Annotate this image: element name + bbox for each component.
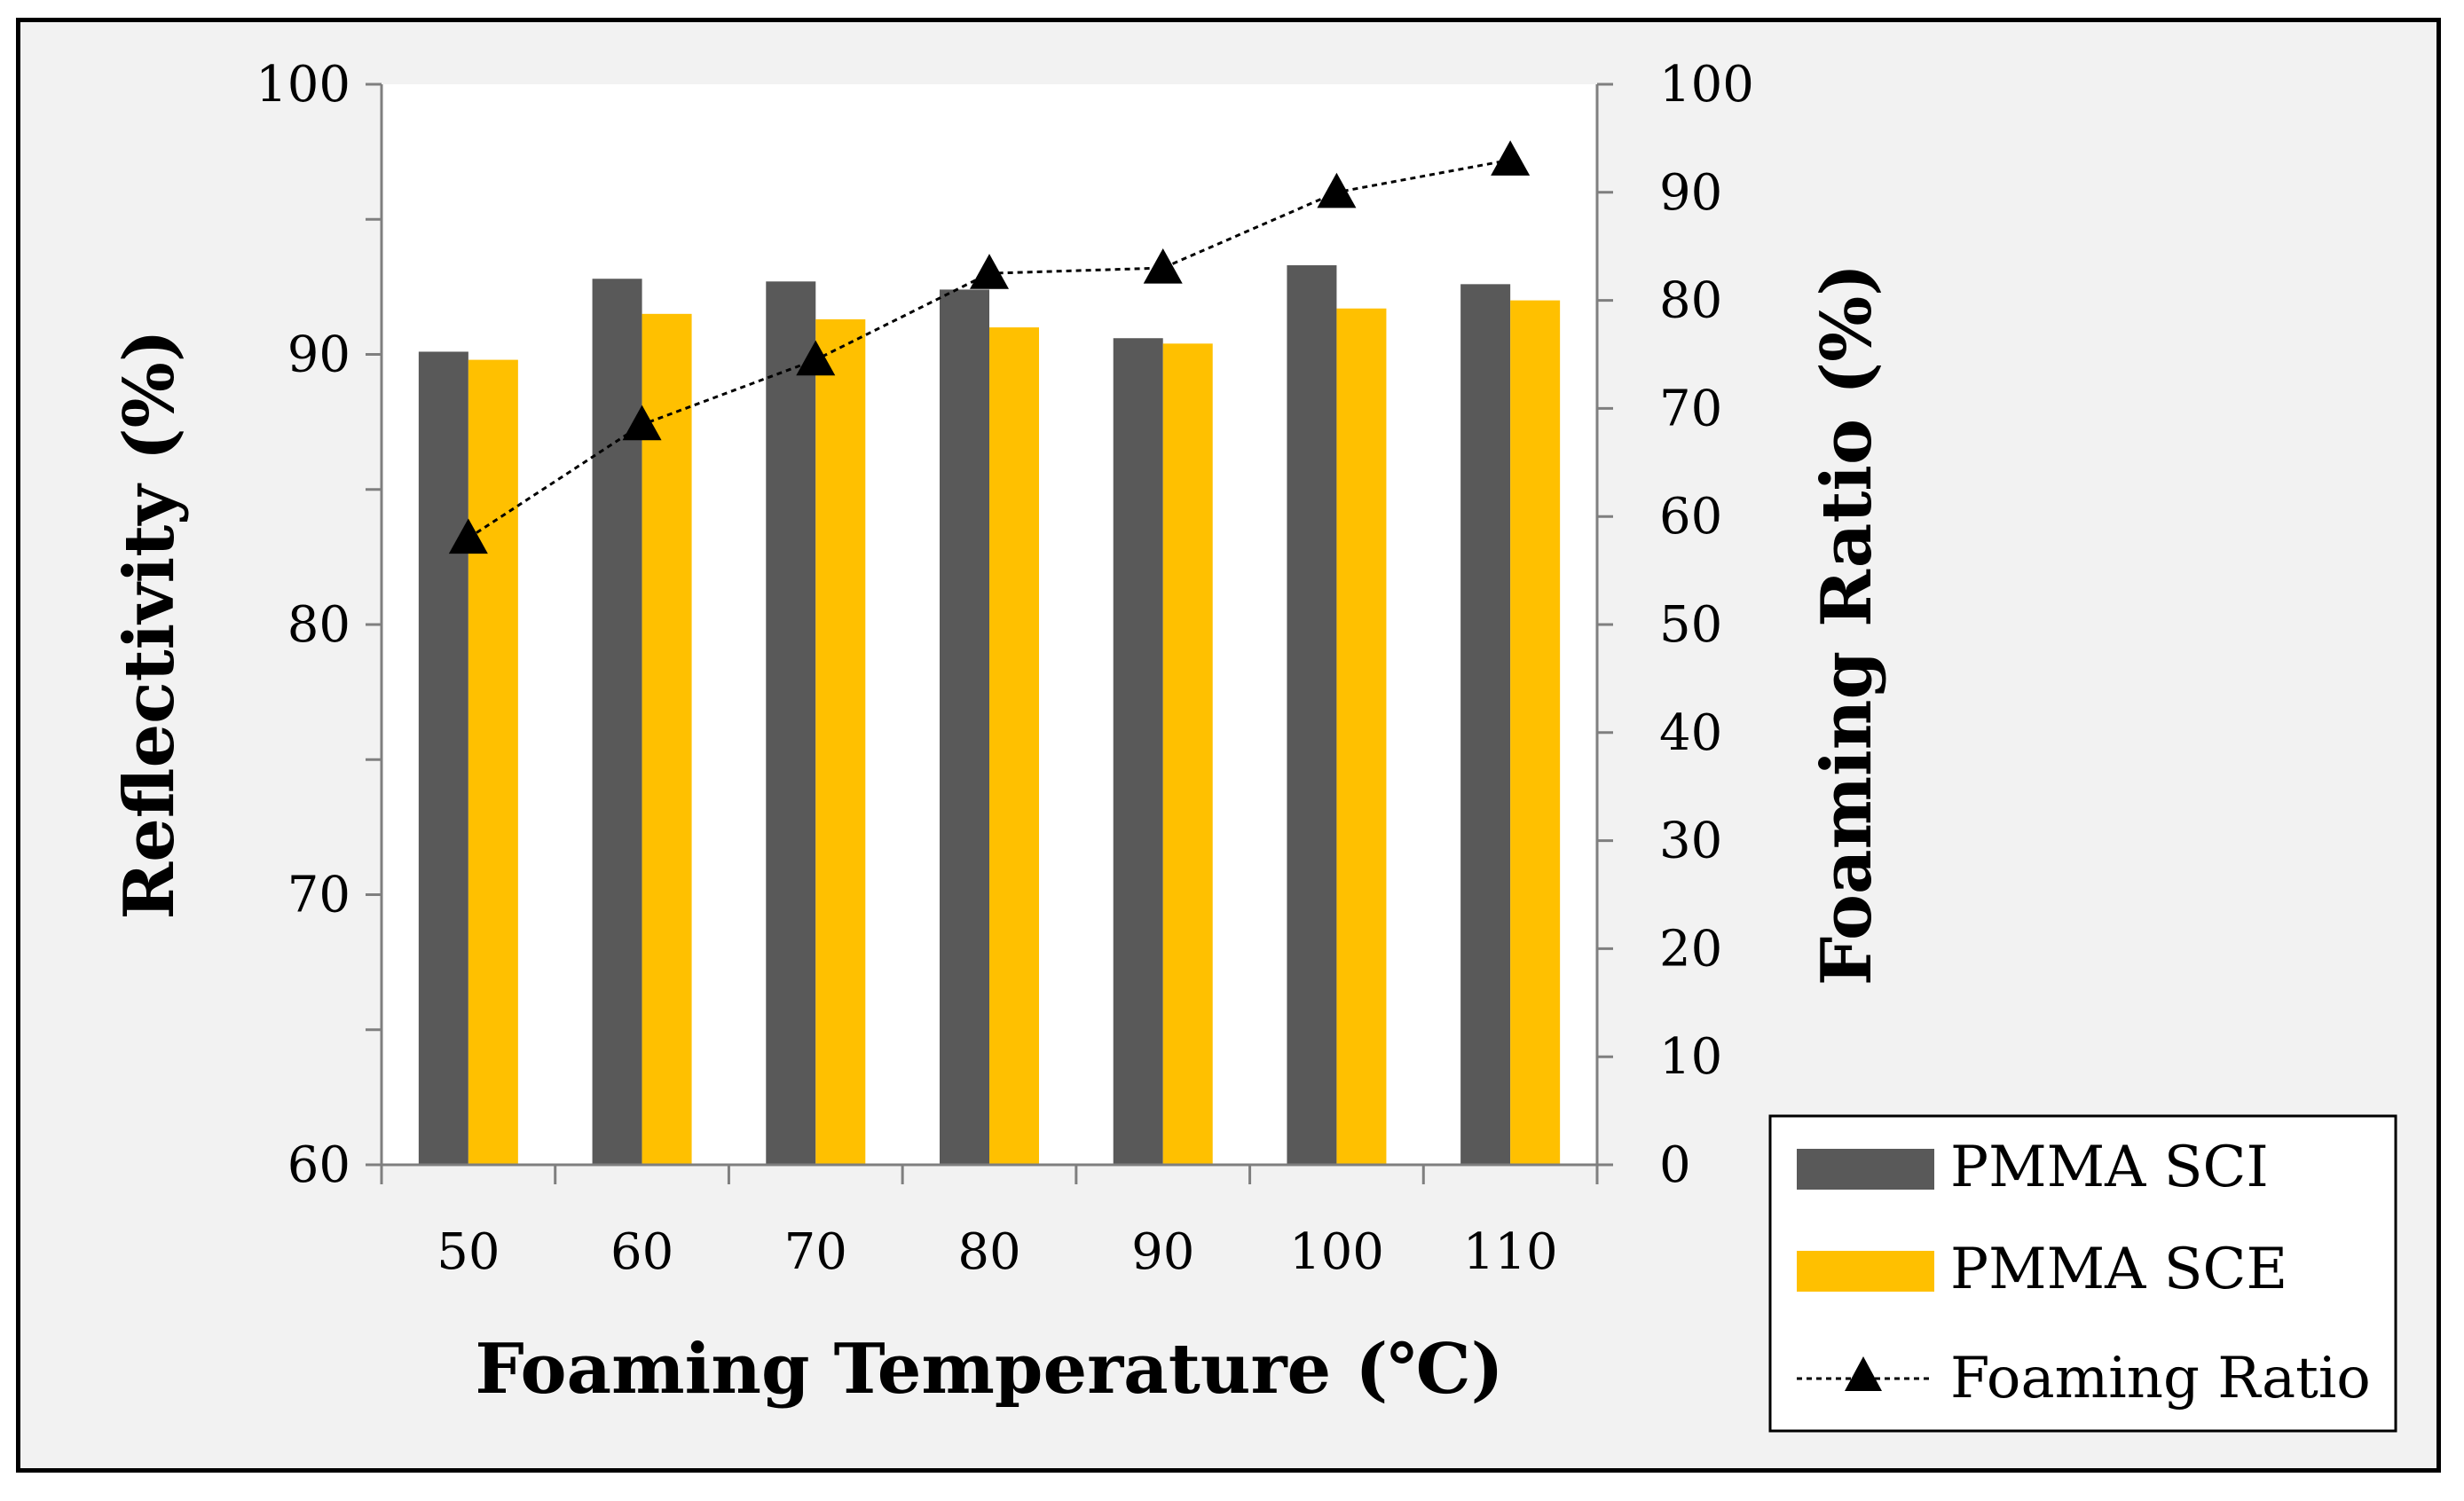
- legend-label-foaming: Foaming Ratio: [1950, 1346, 2371, 1411]
- x-tick-label-50: 50: [437, 1223, 500, 1281]
- y-axis-title: Reflectivity (%): [109, 329, 190, 919]
- x-tick-label-90: 90: [1131, 1223, 1194, 1281]
- y2-tick-label: 40: [1659, 704, 1722, 762]
- y2-axis-title: Foaming Ratio (%): [1807, 263, 1887, 986]
- y2-tick-label: 70: [1659, 380, 1722, 437]
- bar-pmma-sce-90: [1162, 343, 1213, 1165]
- y2-tick-label: 50: [1659, 596, 1722, 654]
- bar-pmma-sci-50: [418, 351, 468, 1166]
- y-tick-label: 60: [287, 1136, 350, 1194]
- y-tick-label: 100: [256, 56, 350, 114]
- foaming-ratio-marker-50: [448, 518, 488, 554]
- foaming-ratio-marker-60: [622, 405, 662, 441]
- y-tick-label: 80: [287, 596, 350, 654]
- bar-pmma-sce-100: [1336, 308, 1387, 1165]
- foaming-ratio-line-group: [448, 140, 1531, 554]
- y-tick-label: 70: [287, 867, 350, 924]
- y2-tick-label: 100: [1659, 56, 1754, 114]
- bar-pmma-sci-80: [940, 289, 989, 1165]
- foaming-ratio-marker-80: [970, 254, 1009, 289]
- legend-label-sci: PMMA SCI: [1950, 1135, 2269, 1200]
- foaming-ratio-marker-70: [796, 340, 836, 376]
- y2-tick-label: 60: [1659, 488, 1722, 546]
- legend-swatch-sci: [1797, 1149, 1934, 1190]
- x-tick-label-80: 80: [957, 1223, 1020, 1281]
- foaming-ratio-marker-90: [1143, 248, 1183, 284]
- x-tick-label-100: 100: [1289, 1223, 1384, 1281]
- bar-pmma-sce-50: [468, 359, 518, 1166]
- y2-tick-label: 30: [1659, 813, 1722, 870]
- axes-group: 60 70 80 90 100 0 10 20 30 40 50 60 70 80 90 100 50 60 70 8…: [256, 56, 1754, 1281]
- y2-tick-label: 0: [1659, 1136, 1691, 1194]
- legend-swatch-sce: [1797, 1251, 1934, 1292]
- legend-marker-foaming: [1845, 1356, 1882, 1391]
- x-tick-label-70: 70: [784, 1223, 847, 1281]
- x-tick-label-110: 110: [1463, 1223, 1558, 1281]
- bar-pmma-sce-80: [989, 327, 1039, 1165]
- bar-pmma-sci-60: [592, 279, 642, 1165]
- x-tick-label-60: 60: [610, 1223, 673, 1281]
- y2-tick-label: 90: [1659, 164, 1722, 222]
- foaming-ratio-marker-100: [1317, 172, 1357, 208]
- bar-pmma-sci-110: [1460, 284, 1511, 1166]
- y2-tick-label: 10: [1659, 1028, 1722, 1086]
- y2-tick-label: 20: [1659, 920, 1722, 978]
- bar-pmma-sci-90: [1113, 338, 1163, 1166]
- bar-pmma-sce-60: [642, 313, 692, 1165]
- legend-label-sce: PMMA SCE: [1950, 1237, 2287, 1302]
- bar-pmma-sci-70: [766, 281, 816, 1165]
- bar-pmma-sce-70: [815, 318, 866, 1165]
- bar-pmma-sci-100: [1287, 265, 1337, 1165]
- y2-tick-label: 80: [1659, 272, 1722, 330]
- x-axis-title: Foaming Temperature (℃): [475, 1329, 1503, 1410]
- legend: PMMA SCI PMMA SCE Foaming Ratio: [1768, 1114, 2397, 1433]
- bar-pmma-sce-110: [1510, 300, 1561, 1166]
- y-tick-label: 90: [287, 326, 350, 384]
- foaming-ratio-marker-110: [1491, 140, 1531, 176]
